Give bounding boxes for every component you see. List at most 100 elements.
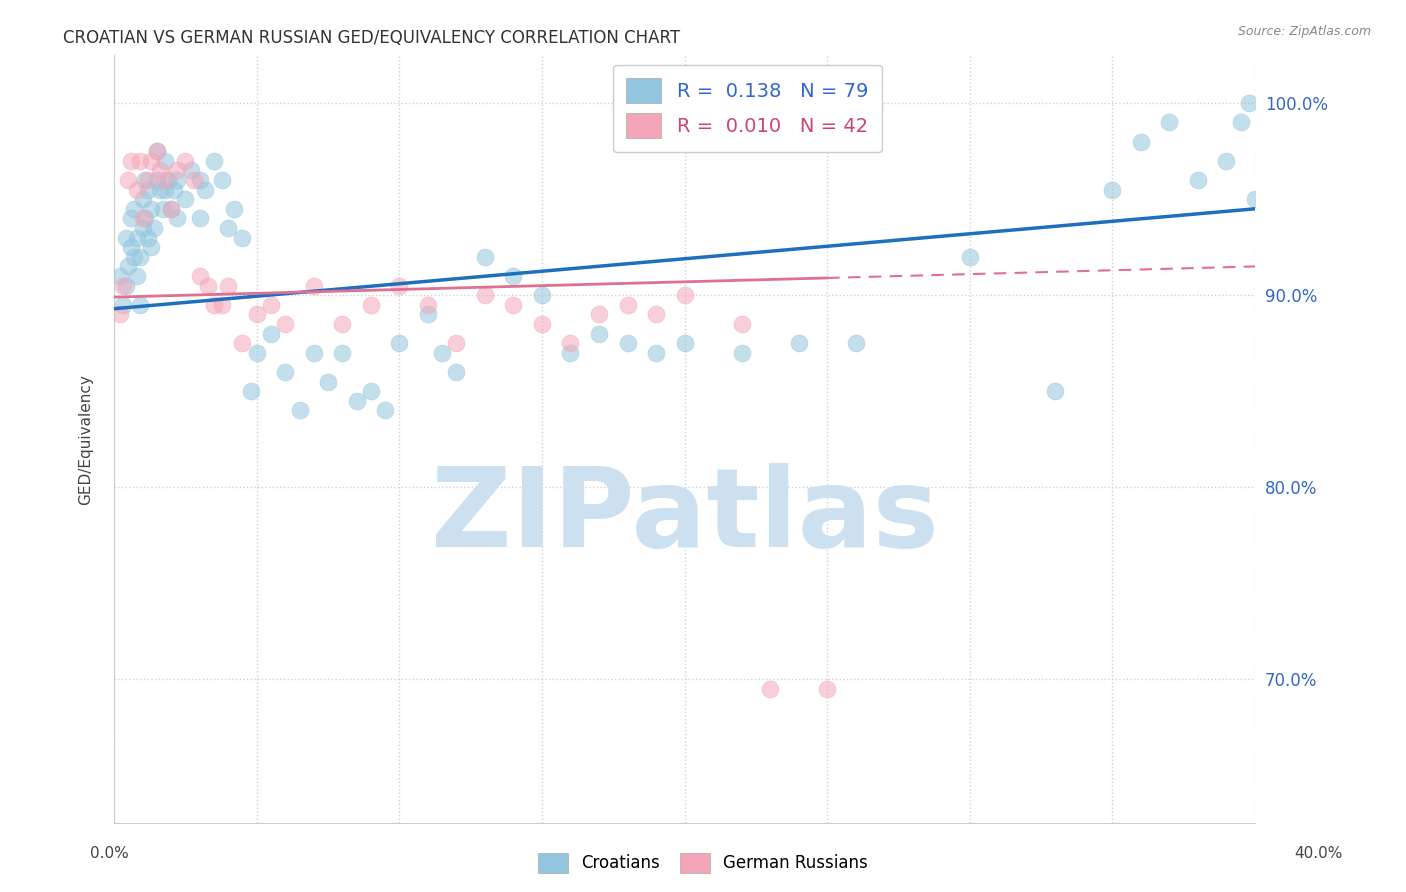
Point bbox=[194, 183, 217, 197]
Point bbox=[114, 230, 136, 244]
Point bbox=[143, 221, 166, 235]
Point bbox=[155, 183, 177, 197]
Point bbox=[416, 308, 439, 322]
Point bbox=[111, 298, 134, 312]
Point bbox=[474, 250, 496, 264]
Point bbox=[616, 298, 638, 312]
Point bbox=[502, 298, 524, 312]
Point bbox=[108, 308, 131, 322]
Point bbox=[1159, 115, 1181, 129]
Point bbox=[787, 336, 810, 351]
Point bbox=[360, 298, 382, 312]
Point bbox=[274, 365, 297, 379]
Point bbox=[346, 393, 368, 408]
Point bbox=[730, 346, 752, 360]
Point bbox=[330, 346, 353, 360]
Point bbox=[1045, 384, 1067, 399]
Point bbox=[131, 221, 153, 235]
Point bbox=[163, 183, 186, 197]
Point bbox=[815, 681, 838, 696]
Point bbox=[302, 278, 325, 293]
Point bbox=[188, 268, 211, 283]
Point bbox=[134, 211, 156, 226]
Point bbox=[374, 403, 396, 417]
Point bbox=[141, 202, 163, 216]
Point bbox=[166, 211, 188, 226]
Point bbox=[166, 163, 188, 178]
Point bbox=[430, 346, 453, 360]
Point bbox=[1129, 135, 1152, 149]
Point bbox=[146, 144, 169, 158]
Point bbox=[202, 153, 225, 168]
Point bbox=[211, 173, 233, 187]
Point bbox=[588, 326, 610, 341]
Point bbox=[108, 268, 131, 283]
Point bbox=[416, 298, 439, 312]
Point bbox=[560, 346, 582, 360]
Point bbox=[120, 211, 142, 226]
Point bbox=[673, 288, 696, 302]
Point bbox=[131, 192, 153, 206]
Point bbox=[152, 202, 174, 216]
Point bbox=[645, 308, 668, 322]
Point bbox=[231, 336, 253, 351]
Point bbox=[246, 308, 269, 322]
Point bbox=[446, 336, 468, 351]
Text: 0.0%: 0.0% bbox=[90, 847, 129, 861]
Point bbox=[141, 240, 163, 254]
Point bbox=[136, 230, 159, 244]
Point bbox=[174, 192, 197, 206]
Text: CROATIAN VS GERMAN RUSSIAN GED/EQUIVALENCY CORRELATION CHART: CROATIAN VS GERMAN RUSSIAN GED/EQUIVALEN… bbox=[63, 29, 681, 46]
Point bbox=[125, 183, 148, 197]
Point bbox=[1229, 115, 1251, 129]
Point bbox=[134, 173, 156, 187]
Point bbox=[759, 681, 782, 696]
Point bbox=[360, 384, 382, 399]
Point bbox=[388, 336, 411, 351]
Point bbox=[502, 268, 524, 283]
Point bbox=[146, 173, 169, 187]
Point bbox=[157, 173, 180, 187]
Point bbox=[183, 173, 205, 187]
Point bbox=[128, 153, 150, 168]
Point bbox=[560, 336, 582, 351]
Point bbox=[146, 144, 169, 158]
Point bbox=[530, 288, 553, 302]
Point bbox=[616, 336, 638, 351]
Point bbox=[202, 298, 225, 312]
Point bbox=[180, 163, 202, 178]
Point bbox=[211, 298, 233, 312]
Point bbox=[316, 375, 339, 389]
Legend: R =  0.138   N = 79, R =  0.010   N = 42: R = 0.138 N = 79, R = 0.010 N = 42 bbox=[613, 65, 882, 152]
Point bbox=[1101, 183, 1123, 197]
Point bbox=[117, 173, 139, 187]
Point bbox=[246, 346, 269, 360]
Point bbox=[1244, 192, 1267, 206]
Text: 40.0%: 40.0% bbox=[1295, 847, 1343, 861]
Point bbox=[188, 211, 211, 226]
Point bbox=[530, 317, 553, 331]
Y-axis label: GED/Equivalency: GED/Equivalency bbox=[79, 374, 93, 505]
Point bbox=[231, 230, 253, 244]
Point bbox=[174, 153, 197, 168]
Point bbox=[155, 153, 177, 168]
Point bbox=[125, 230, 148, 244]
Point bbox=[240, 384, 263, 399]
Point bbox=[122, 202, 145, 216]
Point bbox=[217, 278, 239, 293]
Point bbox=[141, 153, 163, 168]
Point bbox=[136, 183, 159, 197]
Point bbox=[131, 211, 153, 226]
Point bbox=[155, 173, 177, 187]
Point bbox=[149, 163, 172, 178]
Point bbox=[128, 250, 150, 264]
Point bbox=[730, 317, 752, 331]
Point bbox=[388, 278, 411, 293]
Point bbox=[1187, 173, 1209, 187]
Point bbox=[588, 308, 610, 322]
Point bbox=[166, 173, 188, 187]
Point bbox=[128, 298, 150, 312]
Point bbox=[160, 202, 183, 216]
Point bbox=[1239, 96, 1261, 111]
Point bbox=[120, 240, 142, 254]
